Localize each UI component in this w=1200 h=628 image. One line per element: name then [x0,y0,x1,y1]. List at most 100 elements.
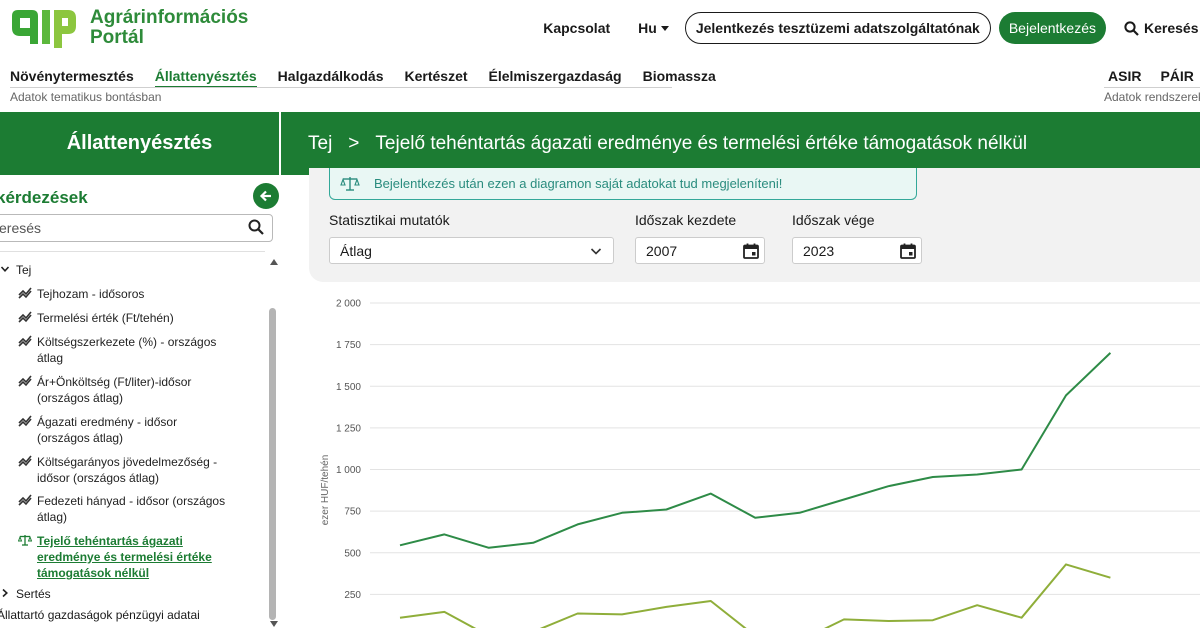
period-end-value: 2023 [803,242,835,259]
metric-value: Átlag [340,242,372,259]
period-end-input[interactable]: 2023 [792,237,922,264]
sidebar-item-koltsegszerkezet[interactable]: Költségszerkezete (%) - országos átlag [18,334,226,366]
scrollbar-thumb[interactable] [269,308,276,620]
y-tick-label: 2 000 [336,299,361,310]
search-link[interactable]: Keresés [1124,20,1200,36]
sidebar-item-fedezeti-hanyad[interactable]: Fedezeti hányad - idősor (országos átlag… [18,493,226,525]
search-icon [1124,20,1139,36]
sidebar-collapse-button[interactable] [253,183,279,209]
notice-text: Bejelentkezés után ezen a diagramon sajá… [374,176,783,191]
breadcrumb-parent[interactable]: Tej [308,132,333,154]
nav-divider [10,87,672,88]
aip-logo-icon [12,10,76,48]
series-line-2[interactable] [399,563,1111,628]
series-line-1[interactable] [399,352,1112,549]
chevron-down-icon [590,248,602,255]
nav-item-kerteszet[interactable]: Kertészet [404,68,468,84]
systems-nav-divider [1104,87,1200,88]
line-chart-icon [18,415,32,427]
nav-item-elelmiszergazdasag[interactable]: Élelmiszergazdaság [488,68,622,84]
sidebar-item-label: Tejhozam - idősoros [37,287,145,301]
header-actions: Kapcsolat Hu Jelentkezés tesztüzemi adat… [543,12,1200,44]
sidebar-item-ar-onkoltseg[interactable]: Ár+Önköltség (Ft/liter)-idősor (országos… [18,374,226,406]
site-header: Agrárinformációs Portál Kapcsolat Hu Jel… [0,0,1200,56]
period-start-value: 2007 [646,242,678,259]
search-icon[interactable] [248,219,264,235]
sidebar-item-agazati-eredmeny[interactable]: Ágazati eredmény - idősor (országos átla… [18,414,226,446]
line-chart-icon [18,287,32,299]
section-title: Állattenyésztés [0,112,279,175]
chart-area: 2 000 1 750 1 500 1 250 1 000 750 500 250 ezer … [300,290,1200,628]
tree-group-penzugyi-adatok[interactable]: Állattartó gazdaságok pénzügyi adatai [0,608,200,622]
tree-group-tej[interactable]: Tej [0,263,31,277]
nav-item-asir[interactable]: ASIR [1108,68,1142,84]
sidebar-divider [0,251,265,252]
sidebar-item-label: Költségarányos jövedelmezőség - idősor (… [37,455,218,485]
nav-item-pair[interactable]: PÁIR [1160,68,1194,84]
nav-subtitle: Adatok tematikus bontásban [10,90,162,104]
sidebar-item-label: Ágazati eredmény - idősor (országos átla… [37,415,178,445]
chart-series [399,352,1112,628]
period-start-input[interactable]: 2007 [635,237,765,264]
systems-nav: ASIR PÁIR [1108,68,1200,84]
scroll-up-icon[interactable] [270,259,278,265]
y-tick-label: 1 500 [336,382,361,393]
line-chart: 2 000 1 750 1 500 1 250 1 000 750 500 250 ezer … [320,299,1200,628]
y-axis-ticks: 2 000 1 750 1 500 1 250 1 000 750 500 250 [336,299,361,601]
y-tick-label: 1 250 [336,423,361,434]
tree-group-label: Állattartó gazdaságok pénzügyi adatai [0,608,200,622]
nav-item-biomassza[interactable]: Biomassza [642,68,716,84]
sidebar-item-label: Ár+Önköltség (Ft/liter)-idősor (országos… [37,375,192,405]
sidebar: kérdezések Tej Tejhozam - idősoros Terme… [0,175,279,628]
metric-label: Statisztikai mutatók [329,212,450,228]
sidebar-item-label: Fedezeti hányad - idősor (országos átlag… [37,494,226,524]
sidebar-item-label: Termelési érték (Ft/tehén) [37,311,174,325]
logo-line2: Portál [90,27,144,48]
chevron-down-icon [0,266,10,272]
sidebar-item-termelesi-ertek[interactable]: Termelési érték (Ft/tehén) [18,310,226,326]
logo-text: Agrárinformációs Portál [90,8,248,48]
tree-group-label: Sertés [16,587,51,601]
line-chart-icon [18,494,32,506]
caret-down-icon [660,25,669,31]
systems-nav-subtitle: Adatok rendszerek [1104,90,1200,104]
nav-item-halgazdalkodas[interactable]: Halgazdálkodás [277,68,384,84]
tree-group-sertes[interactable]: Sertés [0,587,51,601]
arrow-left-icon [259,190,271,202]
breadcrumb-separator: > [348,132,360,154]
chevron-right-icon [2,588,8,598]
login-button[interactable]: Bejelentkezés [998,12,1106,44]
y-tick-label: 500 [344,548,361,559]
sidebar-search-input[interactable] [0,214,273,242]
scroll-down-icon[interactable] [270,621,278,627]
search-label: Keresés [1144,20,1199,36]
logo-line1: Agrárinformációs [90,7,249,28]
period-start-label: Időszak kezdete [635,212,737,228]
line-chart-icon [18,335,32,347]
sidebar-scrollbar[interactable] [268,255,278,628]
calendar-icon[interactable] [899,242,917,260]
calendar-icon[interactable] [742,242,760,260]
language-selector[interactable]: Hu [638,20,669,36]
nav-item-novenytermesztes[interactable]: Növénytermesztés [10,68,134,84]
y-tick-label: 250 [344,590,361,601]
y-tick-label: 1 750 [336,340,361,351]
line-chart-icon [18,455,32,467]
contact-link[interactable]: Kapcsolat [543,20,611,36]
sidebar-item-label: Tejelő tehéntartás ágazati eredménye és … [37,534,212,580]
tree-group-label: Tej [16,263,32,277]
line-chart-icon [18,375,32,387]
site-logo[interactable]: Agrárinformációs Portál [10,6,248,50]
sidebar-item-koltsegaranyos-jovedelmezoseg[interactable]: Költségarányos jövedelmezőség - idősor (… [18,454,226,486]
scale-icon [340,176,360,191]
nav-item-allattenyesztes[interactable]: Állattenyésztés [154,68,257,88]
sidebar-item-tejhozam[interactable]: Tejhozam - idősoros [18,286,226,302]
breadcrumb: Tej > Tejelő tehéntartás ágazati eredmén… [281,112,1200,175]
metric-select[interactable]: Átlag [329,237,614,264]
chart-grid [370,302,1200,595]
sidebar-item-tejelo-tehentartas[interactable]: Tejelő tehéntartás ágazati eredménye és … [18,533,226,581]
period-end-label: Időszak vége [792,212,875,228]
test-login-button[interactable]: Jelentkezés tesztüzemi adatszolgáltatóna… [684,12,991,44]
breadcrumb-current: Tejelő tehéntartás ágazati eredménye és … [375,132,1028,154]
scale-icon [18,535,32,546]
